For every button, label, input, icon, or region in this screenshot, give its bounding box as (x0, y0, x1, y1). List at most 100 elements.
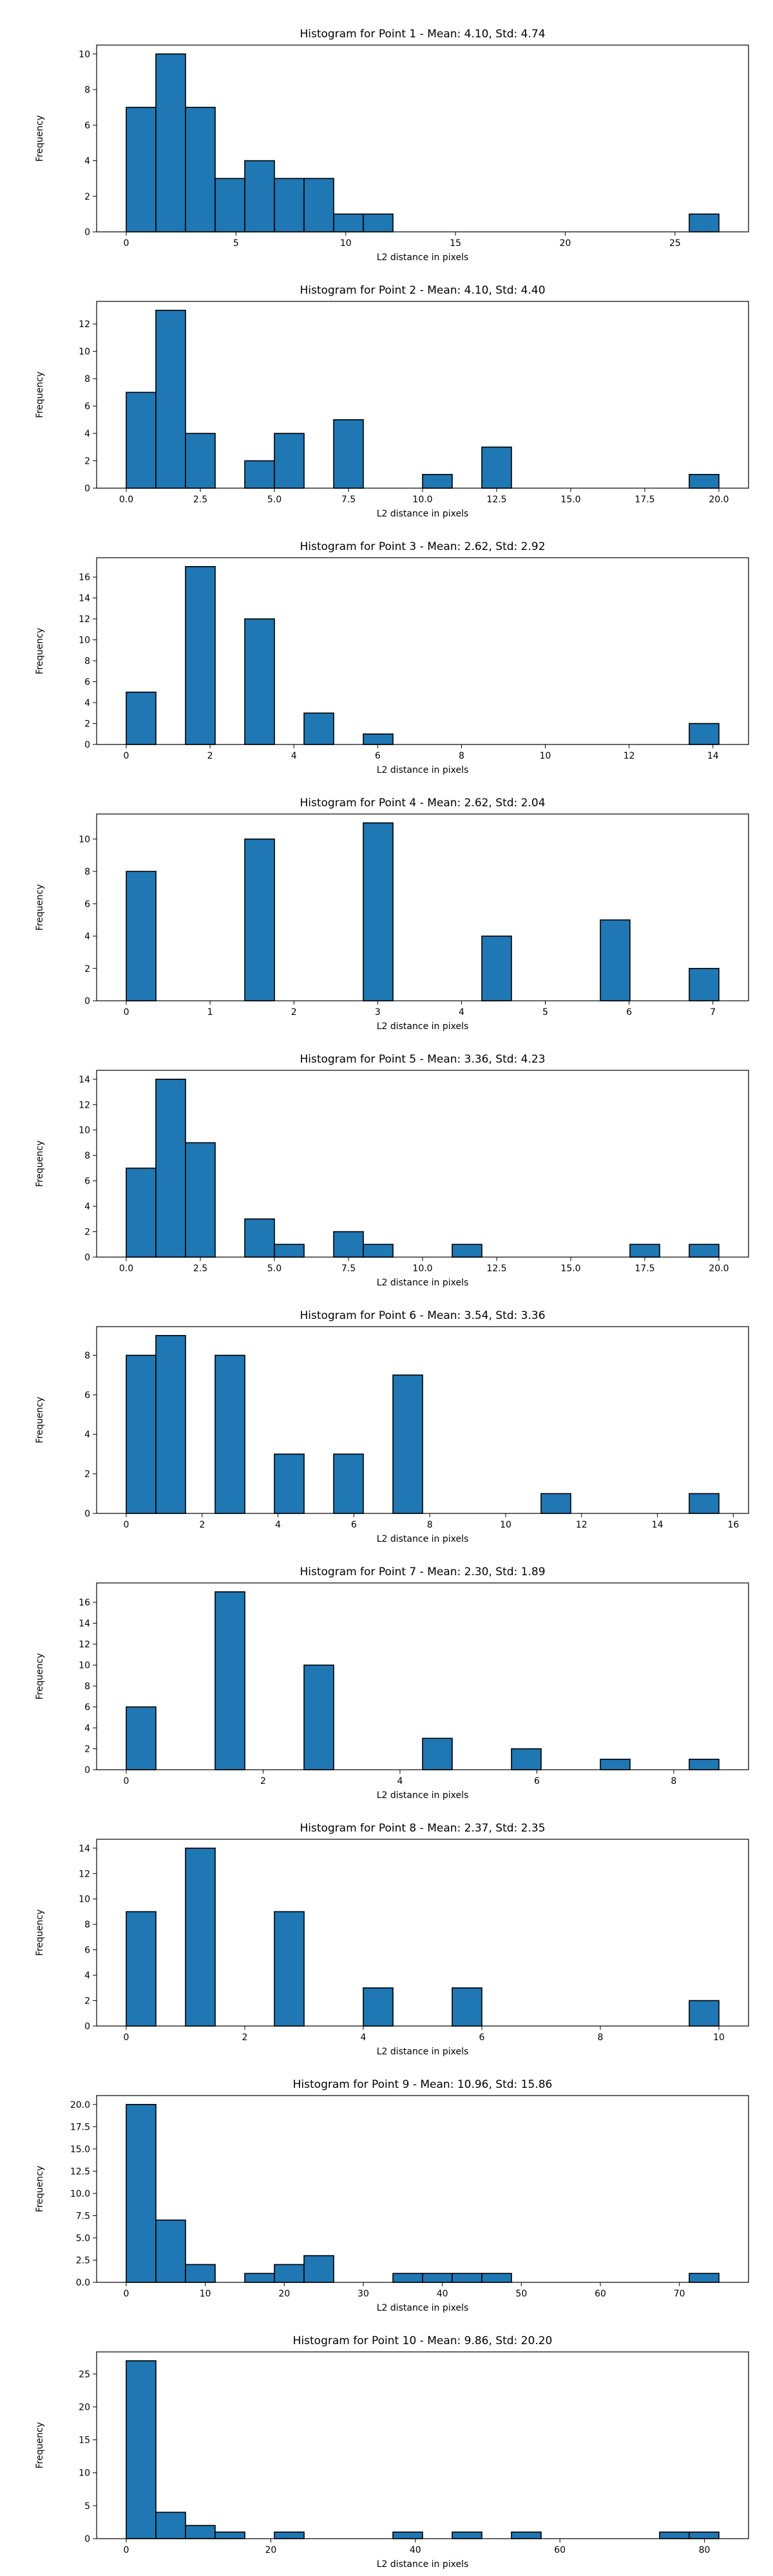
axes-frame (96, 1326, 749, 1514)
axes-frame (96, 813, 749, 1001)
y-tick-label: 4 (84, 1430, 90, 1440)
x-tick-label: 7 (710, 1007, 716, 1018)
y-tick-label: 0 (84, 996, 90, 1007)
y-tick-label: 0 (84, 1509, 90, 1519)
histogram-bar (215, 2531, 245, 2539)
y-axis-label: Frequency (35, 372, 45, 418)
x-tick-label: 60 (595, 2289, 606, 2299)
histogram-bar (155, 1079, 186, 1258)
x-tick-label: 7.5 (341, 1264, 356, 1274)
x-tick-label: 4 (291, 751, 297, 761)
y-tick-label: 2.5 (76, 2255, 90, 2266)
y-tick-label: 2 (84, 192, 90, 202)
x-tick-label: 4 (361, 2032, 367, 2043)
y-axis-label: Frequency (35, 1653, 45, 1700)
y-tick-label: 8 (84, 656, 90, 667)
x-axis-label: L2 distance in pixels (377, 252, 469, 263)
y-tick-label: 20 (79, 2402, 90, 2412)
x-tick-label: 4 (397, 1776, 403, 1786)
x-tick-label: 14 (652, 1520, 663, 1530)
y-tick-label: 6 (84, 677, 90, 688)
x-tick-label: 8 (427, 1520, 433, 1530)
histogram-panel-2: Histogram for Point 2 - Mean: 4.10, Std:… (35, 284, 749, 519)
histogram-bar (689, 473, 720, 489)
y-tick-label: 15 (79, 2436, 90, 2446)
y-tick-label: 4 (84, 932, 90, 942)
histogram-bar (689, 1758, 720, 1770)
y-tick-label: 8 (84, 1920, 90, 1930)
histogram-bar (363, 1244, 394, 1258)
x-tick-label: 4 (459, 1007, 464, 1018)
y-tick-label: 10 (79, 1661, 90, 1671)
x-tick-label: 2 (242, 2032, 248, 2043)
histogram-bar (303, 1664, 334, 1770)
x-tick-label: 20 (560, 238, 571, 249)
x-tick-label: 0 (124, 751, 129, 761)
histogram-bar (333, 213, 364, 232)
histogram-bar (274, 2264, 305, 2283)
histogram-bar (274, 1244, 305, 1258)
y-axis-label: Frequency (35, 2422, 45, 2468)
histogram-bar (392, 2273, 423, 2283)
x-tick-label: 0 (124, 1007, 129, 1018)
histogram-bar (215, 1591, 245, 1770)
axes-frame (96, 557, 749, 745)
y-tick-label: 4 (84, 1202, 90, 1212)
y-tick-label: 6 (84, 1177, 90, 1187)
histogram-bar (244, 2273, 275, 2283)
y-tick-label: 6 (84, 899, 90, 909)
y-tick-label: 8 (84, 1151, 90, 1161)
chart-title: Histogram for Point 2 - Mean: 4.10, Std:… (300, 284, 545, 297)
histogram-bar (185, 433, 216, 489)
y-tick-label: 2 (84, 1996, 90, 2007)
x-tick-label: 3 (375, 1007, 381, 1018)
x-tick-label: 15 (450, 238, 461, 249)
histogram-bar (274, 1911, 305, 2027)
histogram-bar (185, 1848, 216, 2027)
y-axis-label: Frequency (35, 1909, 45, 1956)
histogram-bar (303, 712, 334, 745)
histogram-panel-9: Histogram for Point 9 - Mean: 10.96, Std… (35, 2078, 749, 2313)
x-axis-label: L2 distance in pixels (377, 2303, 469, 2313)
histogram-bar (689, 2273, 720, 2283)
x-tick-label: 5.0 (267, 495, 282, 505)
histogram-bar (452, 2531, 482, 2539)
histogram-bar (452, 1987, 482, 2027)
x-tick-label: 5 (542, 1007, 548, 1018)
x-tick-label: 25 (669, 238, 681, 249)
y-tick-label: 14 (79, 594, 90, 604)
y-tick-label: 12 (79, 319, 90, 330)
x-axis-label: L2 distance in pixels (377, 509, 469, 519)
histogram-bar (215, 178, 245, 232)
histogram-bar (689, 2000, 720, 2027)
x-axis-label: L2 distance in pixels (377, 2047, 469, 2057)
histogram-bar (215, 1354, 245, 1514)
histogram-bar (452, 1244, 482, 1258)
x-tick-label: 6 (479, 2032, 485, 2043)
x-axis-label: L2 distance in pixels (377, 1534, 469, 1544)
histogram-bar (422, 473, 453, 489)
axes-frame (96, 44, 749, 232)
y-axis-label: Frequency (35, 884, 45, 931)
y-tick-label: 2 (84, 719, 90, 730)
histogram-bar (540, 1493, 571, 1514)
y-tick-label: 6 (84, 402, 90, 412)
y-tick-label: 6 (84, 1946, 90, 1956)
chart-title: Histogram for Point 9 - Mean: 10.96, Std… (293, 2078, 553, 2091)
x-tick-label: 0 (124, 1776, 129, 1786)
chart-title: Histogram for Point 10 - Mean: 9.86, Std… (293, 2334, 553, 2347)
histogram-bar (126, 871, 157, 1001)
y-tick-label: 15.0 (70, 2145, 90, 2155)
histogram-panel-10: Histogram for Point 10 - Mean: 9.86, Std… (35, 2334, 749, 2570)
histogram-bar (659, 2531, 690, 2539)
x-tick-label: 7.5 (341, 495, 356, 505)
x-tick-label: 0 (124, 2032, 129, 2043)
histogram-bar (155, 1335, 186, 1514)
x-tick-label: 10 (713, 2032, 725, 2043)
chart-title: Histogram for Point 3 - Mean: 2.62, Std:… (300, 540, 545, 553)
y-tick-label: 25 (79, 2369, 90, 2380)
y-tick-label: 0.0 (76, 2278, 90, 2288)
histogram-bar (392, 1374, 423, 1514)
y-tick-label: 16 (79, 1598, 90, 1608)
